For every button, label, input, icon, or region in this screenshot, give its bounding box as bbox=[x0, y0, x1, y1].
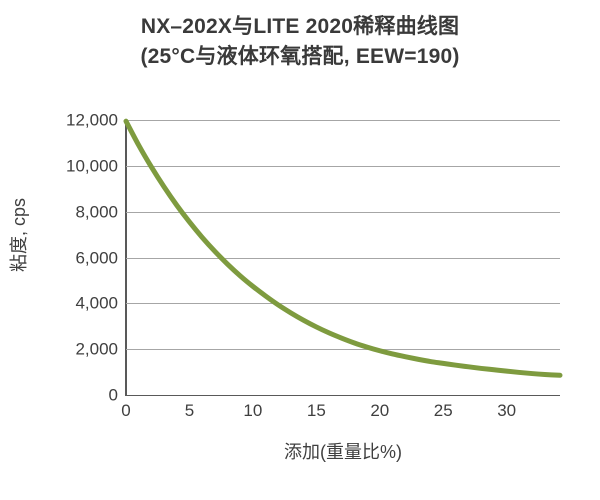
x-tick-label-20: 20 bbox=[370, 401, 390, 420]
page-title: NX–202X与LITE 2020稀释曲线图 bbox=[140, 15, 460, 38]
x-tick-label-0: 0 bbox=[121, 401, 131, 420]
gridline-12000 bbox=[126, 120, 560, 121]
x-tick-label-25: 25 bbox=[433, 401, 453, 420]
series-path-dilution-curve bbox=[123, 118, 563, 378]
y-tick-label-10000: 10,000 bbox=[66, 156, 118, 176]
x-tick-label-5: 5 bbox=[184, 401, 195, 420]
x-axis-title: 添加(重量比%) bbox=[284, 442, 402, 462]
x-tick-label-10: 10 bbox=[243, 401, 263, 420]
plot-area bbox=[123, 118, 563, 396]
gridline-2000 bbox=[126, 349, 560, 350]
y-tick-label-2000: 2,000 bbox=[75, 339, 118, 359]
x-axis-tick-labels: 0 5 10 15 20 25 30 bbox=[121, 401, 560, 426]
gridline-0 bbox=[126, 395, 560, 396]
y-tick-label-6000: 6,000 bbox=[75, 248, 118, 267]
gridline-6000 bbox=[126, 258, 560, 259]
x-tick-label-30: 30 bbox=[497, 401, 517, 420]
chart-subtitle: (25°C与液体环氧搭配, EEW=190) bbox=[140, 45, 460, 68]
y-tick-label-8000: 8,000 bbox=[75, 202, 118, 222]
chart-title-block: NX–202X与LITE 2020稀释曲线图 (25°C与液体环氧搭配, EEW… bbox=[0, 12, 600, 72]
y-tick-label-0: 0 bbox=[108, 385, 118, 405]
gridline-10000 bbox=[126, 166, 560, 167]
gridline-8000 bbox=[126, 212, 560, 213]
gridline-4000 bbox=[126, 303, 560, 304]
y-tick-label-4000: 4,000 bbox=[75, 293, 118, 313]
series-line-chart bbox=[123, 118, 563, 378]
x-tick-label-15: 15 bbox=[306, 401, 326, 420]
y-axis-tick-labels: 0 2,000 4,000 6,000 8,000 10,000 12,000 bbox=[36, 112, 118, 404]
y-axis-title: 粘度, cps bbox=[9, 198, 29, 273]
y-tick-label-12000: 12,000 bbox=[66, 110, 118, 130]
